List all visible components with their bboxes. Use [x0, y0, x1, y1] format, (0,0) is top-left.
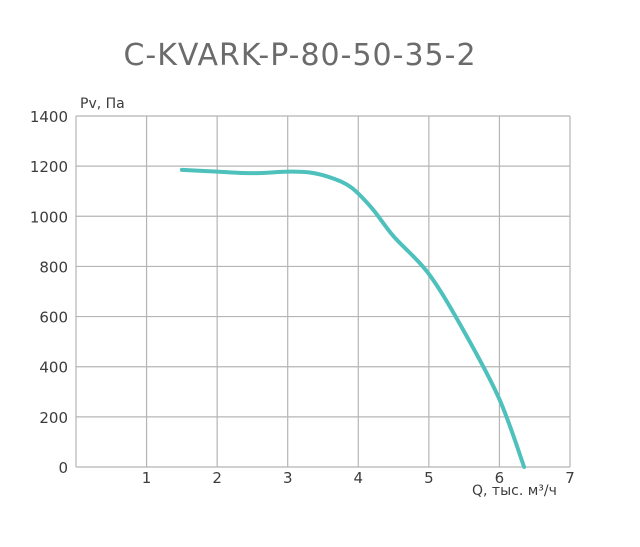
y-tick-label: 1400 [30, 108, 68, 126]
y-tick-label: 600 [39, 309, 68, 327]
tick-labels: 0 200 400 600 800 1000 1200 1400 1 2 3 4 5 6 7 [30, 108, 575, 487]
x-tick-label: 7 [565, 469, 575, 487]
series-line [179, 167, 527, 469]
y-tick-label: 1000 [30, 208, 68, 226]
x-tick-label: 4 [354, 469, 364, 487]
y-tick-label: 400 [39, 359, 68, 377]
x-axis-label: Q, тыс. м³/ч [472, 483, 557, 499]
x-tick-label: 3 [283, 469, 293, 487]
x-tick-label: 5 [424, 469, 434, 487]
grid [75, 115, 571, 468]
y-axis-label: Pv, Па [80, 96, 125, 112]
chart-title: C-KVARK-P-80-50-35-2 [123, 38, 477, 73]
x-tick-label: 2 [212, 469, 222, 487]
y-tick-label: 0 [58, 459, 68, 477]
x-tick-label: 1 [142, 469, 152, 487]
curve-layer [179, 167, 527, 469]
y-tick-label: 800 [39, 258, 68, 276]
y-tick-label: 200 [39, 409, 68, 427]
y-tick-label: 1200 [30, 158, 68, 176]
x-tick-label: 6 [495, 469, 505, 487]
